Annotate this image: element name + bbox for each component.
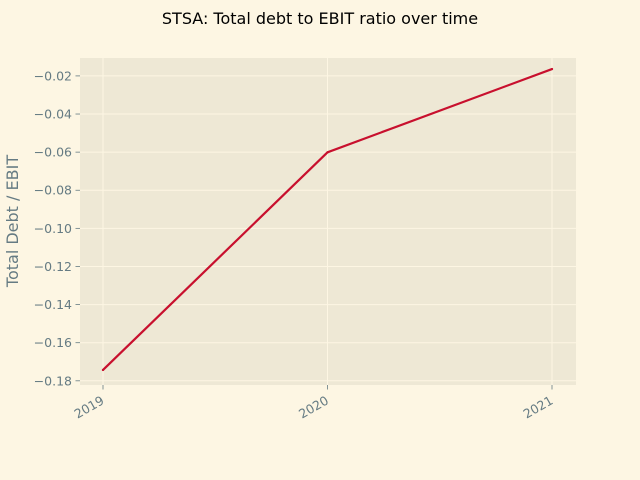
y-tick-label: −0.16 [34,335,72,350]
y-tick-label: −0.02 [34,68,72,83]
series-group [101,67,554,372]
y-tick-label: −0.10 [34,221,72,236]
y-tick-label: −0.04 [34,107,72,122]
y-tick-label: −0.14 [34,297,72,312]
y-tick-label: −0.06 [34,145,72,160]
data-point [326,151,329,154]
y-tick-label: −0.18 [34,373,72,388]
y-axis-ticks: −0.18 −0.16 −0.14 −0.12 −0.10 −0.08 −0.06 −0.04… [34,68,80,388]
x-gridlines [102,58,553,385]
y-tick-label: −0.08 [34,183,72,198]
y-tick-label: −0.12 [34,259,72,274]
data-point [101,368,105,372]
chart-title: STSA: Total debt to EBIT ratio over time [162,9,478,28]
data-point [550,67,554,71]
y-axis-label: Total Debt / EBIT [3,155,22,288]
